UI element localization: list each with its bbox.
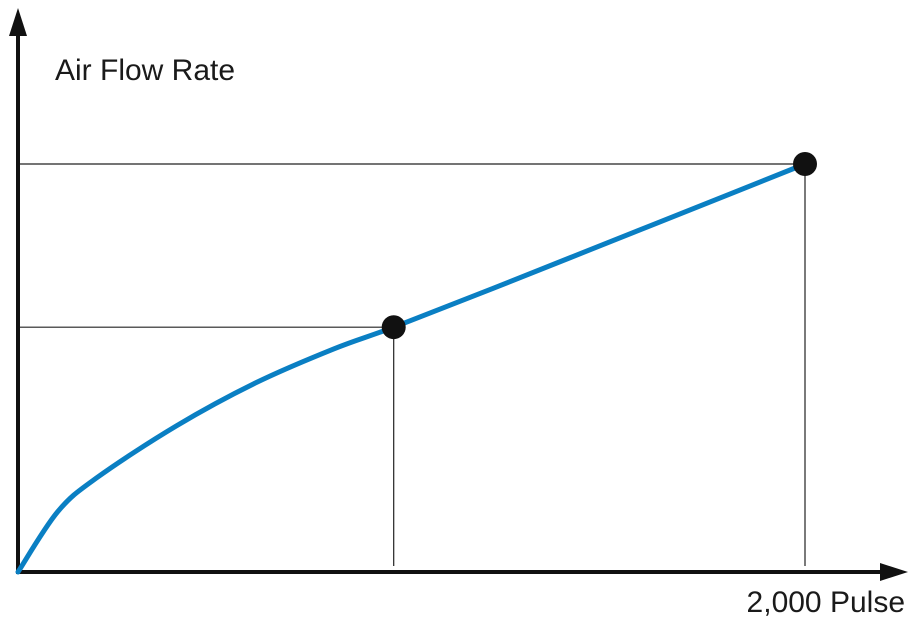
- guide-lines: [18, 163, 806, 566]
- axes: [9, 8, 908, 581]
- series-layer: [15, 161, 808, 575]
- markers-layer: [381, 152, 817, 340]
- data-point-1: [381, 315, 406, 340]
- y-axis-arrow: [9, 8, 27, 36]
- y-axis-label: Air Flow Rate: [55, 54, 235, 87]
- series-line-1: [15, 161, 808, 575]
- data-point-2: [793, 152, 817, 176]
- x-axis-label: 2,000 Pulse: [747, 586, 905, 619]
- x-axis-arrow: [880, 563, 908, 581]
